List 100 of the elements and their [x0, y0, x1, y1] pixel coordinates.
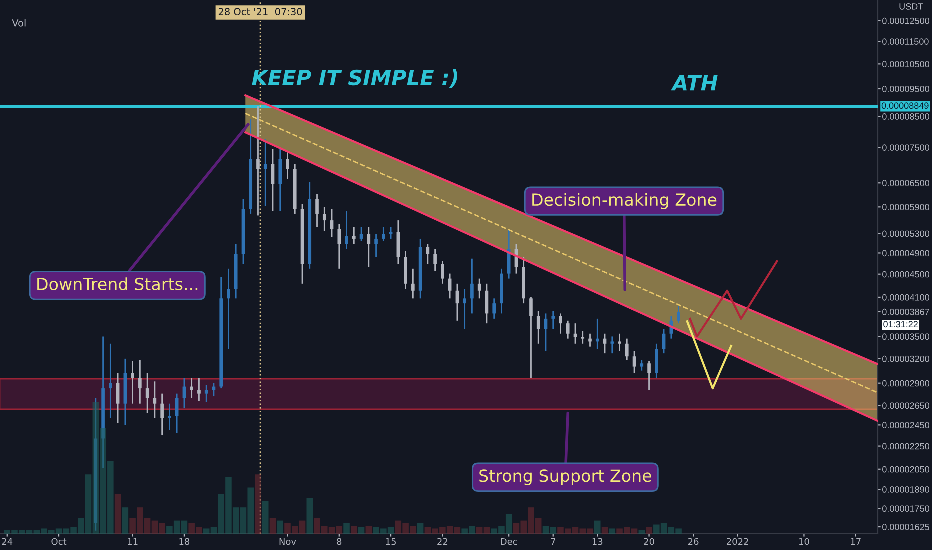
bar: [520, 520, 527, 534]
x-tick-label: Nov: [280, 538, 296, 546]
bar: [550, 527, 556, 534]
bar: [218, 494, 224, 534]
y-tick-label: 0.00010500: [882, 61, 930, 68]
candlestick: [322, 206, 326, 232]
bar: [92, 402, 100, 534]
y-tick-label: 0.00002900: [882, 380, 930, 387]
candlestick: [271, 148, 275, 212]
candlestick: [463, 288, 466, 330]
bar: [152, 520, 158, 534]
bar: [203, 528, 210, 534]
x-tick-label: 10: [799, 538, 810, 546]
bar: [56, 528, 62, 534]
bar: [564, 528, 572, 534]
candlestick: [478, 278, 482, 300]
candlestick: [412, 268, 415, 300]
y-tick-label: 0.00004500: [882, 271, 930, 278]
y-tick-label: 0.00007500: [882, 144, 930, 151]
bar: [432, 528, 438, 534]
y-tick-label: 0.00003500: [882, 334, 930, 340]
bar: [226, 477, 232, 534]
annotation: Vol: [12, 19, 26, 27]
bar: [638, 530, 646, 534]
y-tick-label: 0.00002250: [882, 443, 930, 450]
candlestick: [367, 226, 371, 268]
x-tick-label: 24: [2, 538, 13, 546]
annotation: KEEP IT SIMPLE :): [252, 70, 458, 88]
candlestick: [632, 350, 636, 374]
bar: [476, 527, 483, 534]
candlestick: [588, 333, 592, 348]
y-tick-label: 0.00011500: [882, 38, 929, 45]
bar: [410, 526, 416, 534]
candlestick: [168, 403, 172, 431]
bar: [358, 527, 365, 534]
bar: [424, 527, 432, 534]
bar: [26, 530, 33, 534]
candlestick: [138, 360, 142, 405]
x-tick-label: 8: [337, 538, 342, 546]
bar: [491, 528, 498, 534]
y-tick-label: 0.00002450: [882, 422, 930, 429]
bar: [373, 527, 380, 534]
bar: [181, 520, 188, 534]
bar: [306, 498, 314, 534]
y-tick-label: 0.00002650: [882, 402, 930, 410]
bar: [395, 520, 402, 534]
annotation: ATH: [671, 75, 718, 91]
bar: [188, 523, 195, 534]
bar: [454, 527, 461, 534]
candlestick: [448, 273, 452, 300]
x-tick-label: 15: [386, 538, 396, 546]
bar: [137, 508, 144, 534]
bar: [196, 527, 202, 534]
bar: [558, 527, 564, 534]
bar: [654, 524, 660, 534]
bar: [446, 526, 454, 534]
bar: [328, 527, 336, 534]
bar: [130, 518, 136, 534]
bar: [484, 527, 490, 534]
ref-line-label: 0.00008849: [882, 102, 929, 110]
bar: [469, 526, 476, 534]
x-tick-label: 26: [688, 538, 699, 546]
bar: [668, 527, 675, 534]
bar: [402, 523, 409, 534]
candlestick: [559, 313, 562, 335]
candlestick: [434, 248, 437, 272]
ref-line-label: 28 Oct '21 07:30: [218, 8, 302, 16]
y-tick-label: 0.00004900: [882, 250, 930, 257]
bar: [676, 528, 682, 534]
candlestick: [153, 380, 157, 419]
bar: [262, 501, 269, 534]
candlestick: [182, 378, 186, 410]
bar: [462, 528, 468, 534]
bar: [34, 530, 40, 534]
candlestick: [625, 338, 629, 362]
y-axis-title: USDT: [900, 4, 924, 10]
y-tick-label: 0.00004100: [882, 294, 930, 301]
bar: [609, 528, 616, 534]
bar: [166, 526, 173, 534]
y-tick-label: 0.00001890: [882, 486, 930, 493]
bar: [232, 508, 240, 534]
annotation: Decision-making Zone: [532, 193, 717, 210]
y-tick-label: 0.00005900: [882, 204, 930, 211]
bar: [210, 527, 218, 534]
candlestick: [345, 210, 348, 250]
candlestick: [116, 372, 120, 424]
bar: [594, 520, 601, 534]
y-tick-label: 0.00008500: [882, 114, 930, 120]
candlestick: [146, 372, 150, 414]
y-tick-label: 0.00002050: [882, 466, 930, 473]
bar: [506, 514, 512, 534]
candlestick: [374, 234, 378, 258]
candlestick: [227, 268, 230, 350]
bar: [602, 527, 608, 534]
x-tick-label: 20: [644, 538, 654, 546]
bar: [174, 520, 180, 534]
candlestick: [256, 106, 260, 216]
bar: [572, 527, 579, 534]
bar: [535, 518, 542, 534]
candlestick: [338, 223, 342, 270]
